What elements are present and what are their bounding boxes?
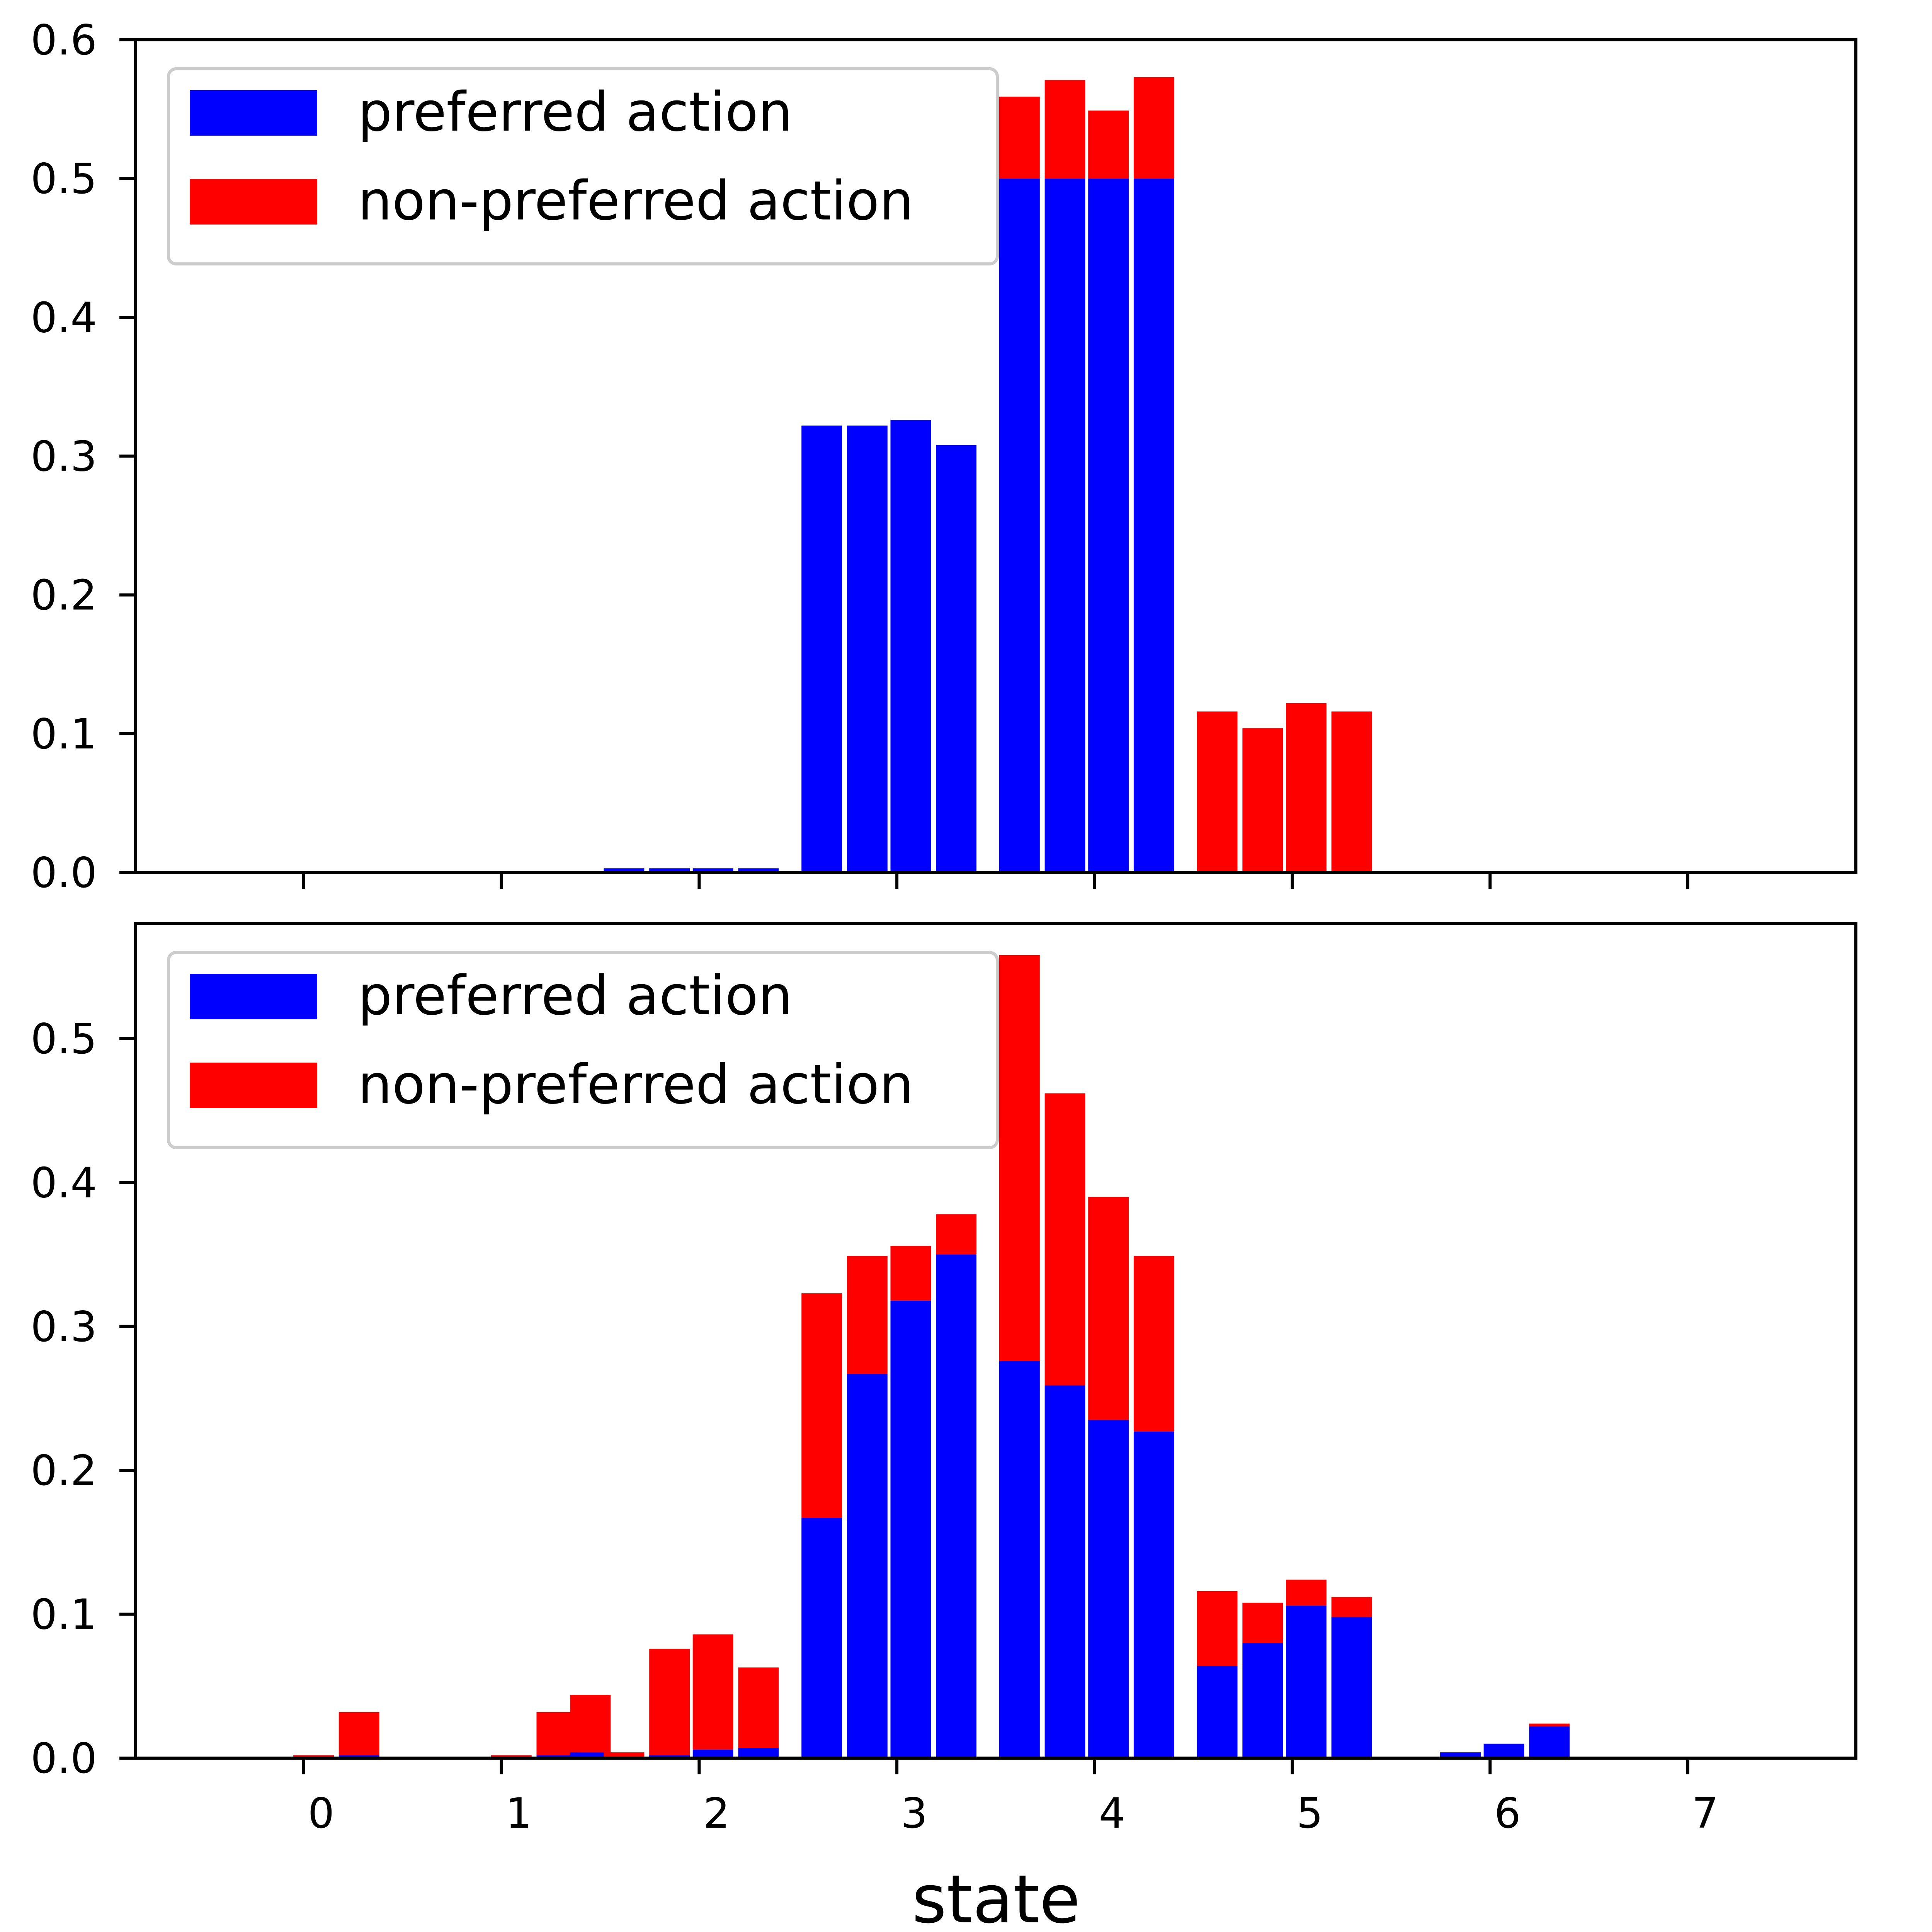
bar-preferred-action (1197, 1666, 1238, 1758)
bar-preferred-action (936, 445, 977, 872)
bar-non-preferred-action (999, 97, 1040, 179)
y-tick-label: 0.1 (31, 710, 97, 759)
x-tick-label: 4 (1099, 1789, 1126, 1838)
y-tick-label: 0.3 (31, 1303, 97, 1351)
x-tick-label: 7 (1692, 1789, 1719, 1838)
bar-non-preferred-action (1133, 1256, 1174, 1432)
x-tick-label: 5 (1296, 1789, 1323, 1838)
bar-non-preferred-action (1529, 1723, 1570, 1727)
y-tick-label: 0.3 (31, 433, 97, 481)
bar-preferred-action (999, 179, 1040, 873)
bar-preferred-action (1088, 1420, 1129, 1758)
bar-non-preferred-action (1331, 1597, 1372, 1617)
bar-non-preferred-action (570, 1695, 611, 1753)
bar-preferred-action (1044, 179, 1085, 873)
bar-non-preferred-action (890, 1246, 931, 1301)
bar-preferred-action (1133, 1431, 1174, 1758)
bar-preferred-action (801, 425, 842, 872)
bar-non-preferred-action (1331, 711, 1372, 872)
x-tick-label: 3 (901, 1789, 928, 1838)
bar-non-preferred-action (1286, 1580, 1327, 1606)
y-tick-label: 0.0 (31, 1735, 97, 1783)
y-tick-label: 0.2 (31, 571, 97, 620)
bar-non-preferred-action (1286, 703, 1327, 872)
legend-swatch (190, 90, 317, 136)
bar-preferred-action (936, 1254, 977, 1758)
bar-preferred-action (847, 1374, 888, 1758)
x-tick-label: 6 (1494, 1789, 1521, 1838)
bar-preferred-action (738, 1748, 779, 1758)
bar-preferred-action (1483, 1743, 1524, 1758)
y-tick-label: 0.4 (31, 294, 97, 342)
legend-label: non-preferred action (358, 170, 914, 233)
bar-non-preferred-action (847, 1256, 888, 1374)
bar-non-preferred-action (801, 1293, 842, 1518)
bar-preferred-action (801, 1518, 842, 1758)
bar-preferred-action (738, 868, 779, 872)
bar-non-preferred-action (1242, 728, 1283, 872)
y-tick-label: 0.6 (31, 16, 97, 65)
bar-non-preferred-action (1197, 1591, 1238, 1666)
x-axis-label: state (912, 1861, 1080, 1932)
top-panel: 0.0 0.1 0.2 0.3 0.4 0.5 0.6 preferred action non… (31, 16, 1857, 897)
y-tick-label: 0.5 (31, 155, 97, 203)
bar-preferred-action (692, 1749, 733, 1758)
bar-non-preferred-action (649, 1648, 690, 1755)
bar-preferred-action (1044, 1385, 1085, 1758)
bottom-panel: 0.0 0.1 0.2 0.3 0.4 0.5 0 1 2 3 4 5 6 7 preferred acti… (31, 922, 1857, 1838)
bar-non-preferred-action (1088, 1197, 1129, 1420)
x-tick-label: 2 (703, 1789, 730, 1838)
bar-non-preferred-action (692, 1634, 733, 1750)
legend-label: preferred action (358, 81, 793, 144)
x-tick-label: 0 (308, 1789, 335, 1838)
bar-preferred-action (1331, 1617, 1372, 1758)
bar-preferred-action (692, 868, 733, 872)
y-tick-label: 0.1 (31, 1591, 97, 1639)
y-tick-label: 0.4 (31, 1159, 97, 1207)
bar-non-preferred-action (999, 955, 1040, 1361)
bar-preferred-action (847, 425, 888, 872)
bar-preferred-action (1529, 1726, 1570, 1758)
bar-preferred-action (604, 868, 645, 872)
y-tick-label: 0.5 (31, 1015, 97, 1063)
legend-swatch (190, 974, 317, 1019)
legend-swatch (190, 1063, 317, 1108)
bar-preferred-action (1286, 1605, 1327, 1758)
bar-non-preferred-action (1088, 111, 1129, 179)
bar-preferred-action (1242, 1643, 1283, 1758)
bar-preferred-action (1088, 179, 1129, 873)
bar-non-preferred-action (1044, 1093, 1085, 1386)
legend-swatch (190, 179, 317, 224)
legend-box (167, 67, 999, 265)
legend-label: non-preferred action (358, 1053, 914, 1116)
bar-preferred-action (890, 420, 931, 872)
bar-non-preferred-action (738, 1667, 779, 1748)
legend-label: preferred action (358, 964, 793, 1027)
bar-preferred-action (1133, 179, 1174, 873)
bar-non-preferred-action (936, 1214, 977, 1255)
bar-non-preferred-action (1242, 1602, 1283, 1643)
bar-non-preferred-action (1133, 77, 1174, 179)
y-tick-label: 0.0 (31, 849, 97, 897)
bar-preferred-action (649, 868, 690, 872)
legend-box (167, 951, 999, 1149)
bar-non-preferred-action (338, 1712, 379, 1755)
bar-preferred-action (999, 1361, 1040, 1758)
x-tick-label: 1 (505, 1789, 532, 1838)
bar-non-preferred-action (1044, 80, 1085, 179)
axes-frame (134, 922, 1857, 1760)
y-tick-label: 0.2 (31, 1447, 97, 1495)
bar-preferred-action (890, 1300, 931, 1758)
bar-non-preferred-action (1197, 711, 1238, 872)
